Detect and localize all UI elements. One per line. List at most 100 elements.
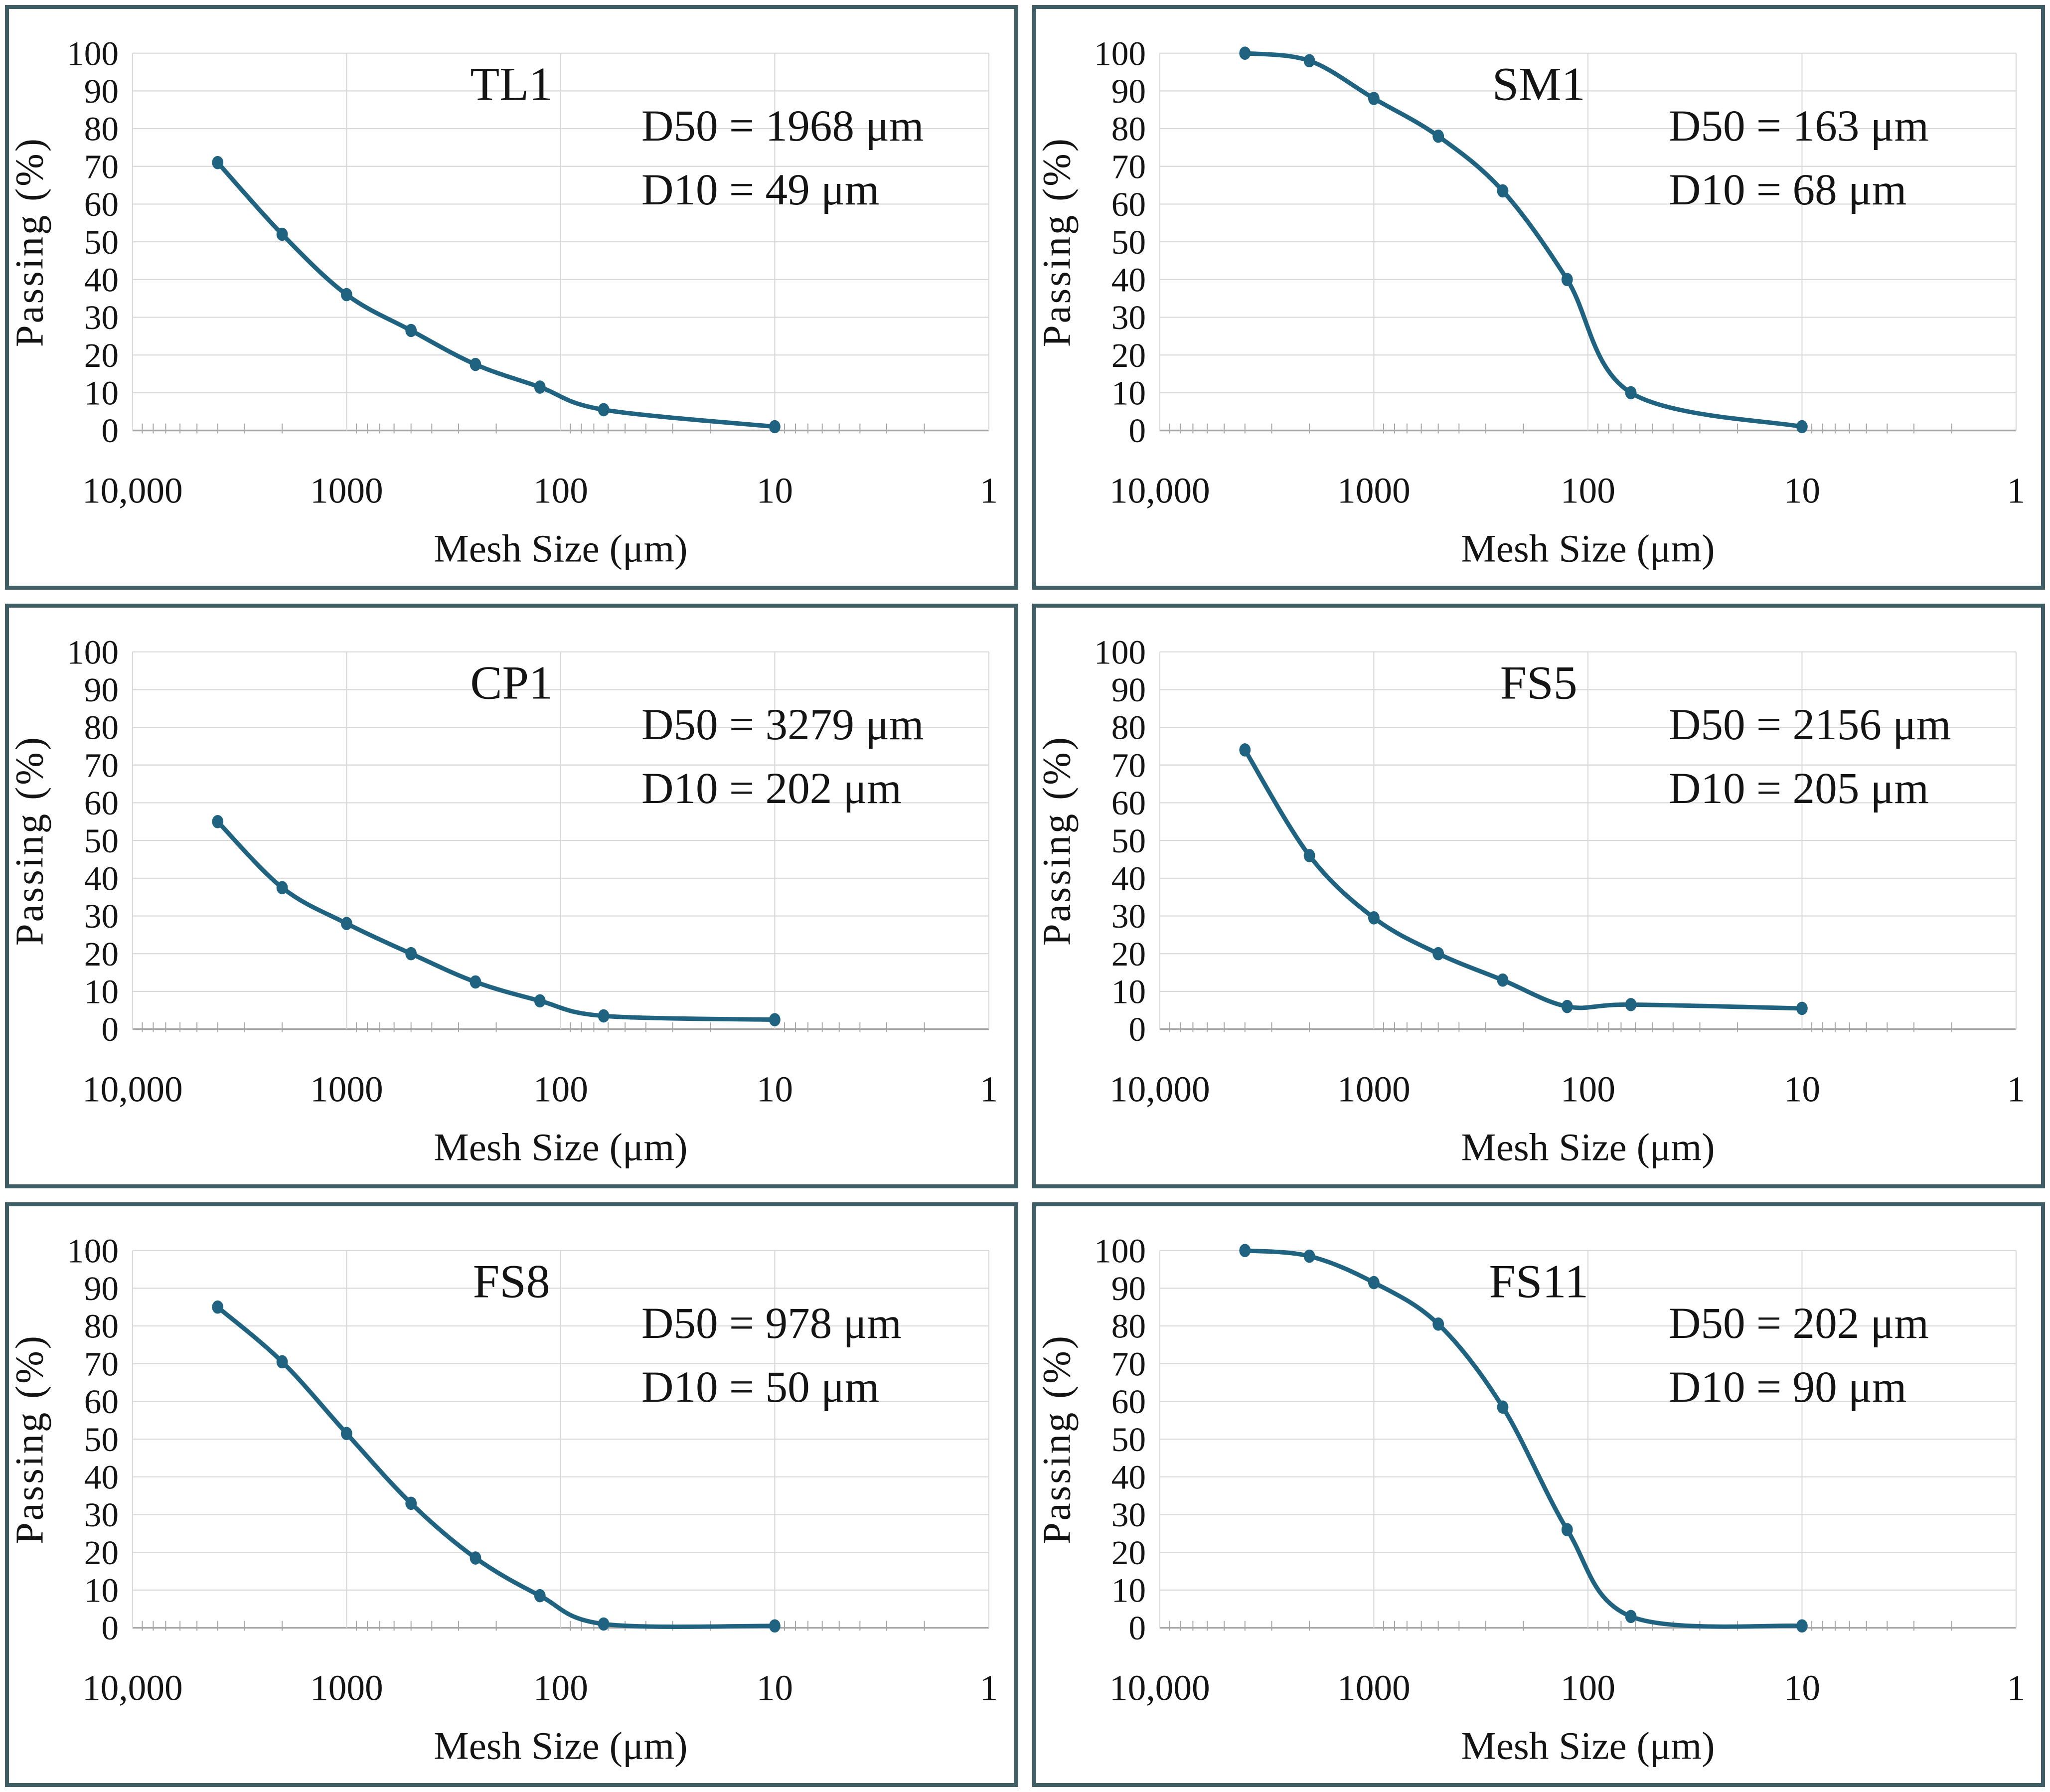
x-tick-label: 1 xyxy=(2007,471,2025,511)
y-tick-label: 90 xyxy=(84,72,119,110)
d50-annotation: D50 = 202 μm xyxy=(1668,1299,1928,1348)
y-tick-label: 100 xyxy=(67,1232,119,1270)
y-tick-label: 80 xyxy=(1111,1307,1145,1345)
y-tick-label: 10 xyxy=(1111,973,1145,1011)
data-point xyxy=(276,1355,288,1369)
y-axis-title: Passing (%) xyxy=(1036,137,1079,347)
y-tick-label: 80 xyxy=(84,1307,119,1345)
y-tick-label: 20 xyxy=(1111,336,1145,374)
data-point xyxy=(534,380,546,394)
data-point xyxy=(1561,1523,1573,1537)
data-point xyxy=(340,1427,352,1441)
y-tick-label: 20 xyxy=(84,1533,119,1572)
data-point xyxy=(1303,849,1315,862)
chart-title: SM1 xyxy=(1492,58,1585,111)
x-tick-label: 1000 xyxy=(310,1069,383,1110)
data-point xyxy=(1239,46,1251,60)
y-tick-label: 50 xyxy=(1111,223,1145,261)
y-axis-title: Passing (%) xyxy=(1036,1334,1079,1544)
data-point xyxy=(1432,1317,1444,1331)
y-tick-label: 80 xyxy=(84,110,119,148)
data-point xyxy=(340,288,352,302)
y-tick-label: 80 xyxy=(84,708,119,747)
x-tick-label: 1 xyxy=(980,1668,998,1708)
series-line xyxy=(215,160,777,429)
data-point xyxy=(405,1496,417,1510)
d50-annotation: D50 = 163 μm xyxy=(1668,102,1928,151)
data-point xyxy=(534,994,546,1008)
y-tick-label: 70 xyxy=(1111,148,1145,186)
y-tick-label: 40 xyxy=(1111,261,1145,299)
x-tick-label: 1 xyxy=(2007,1668,2025,1708)
y-tick-label: 30 xyxy=(1111,897,1145,935)
data-point xyxy=(1368,1276,1380,1290)
x-axis-title: Mesh Size (μm) xyxy=(1461,1725,1715,1768)
x-tick-label: 10 xyxy=(757,1668,793,1708)
data-point xyxy=(212,156,224,169)
y-tick-label: 20 xyxy=(1111,1533,1145,1572)
x-tick-label: 1000 xyxy=(1337,1668,1411,1708)
data-point xyxy=(470,1551,481,1565)
chart-panel: 0 10 20 30 40 50 60 70 80 90 100 10,000 1000 100 10 1 Me… xyxy=(1032,604,2045,1188)
data-point xyxy=(405,324,417,337)
chart-panel: 0 10 20 30 40 50 60 70 80 90 100 10,000 1000 100 10 1 Me… xyxy=(5,1202,1018,1787)
x-tick-label: 100 xyxy=(533,1668,588,1708)
chart-title: CP1 xyxy=(470,656,553,709)
x-tick-label: 10 xyxy=(757,471,793,511)
x-tick-label: 1 xyxy=(980,471,998,511)
data-point xyxy=(1796,420,1808,434)
x-tick-label: 10 xyxy=(1783,1069,1820,1110)
data-point xyxy=(405,947,417,961)
data-point xyxy=(470,357,481,371)
y-tick-label: 50 xyxy=(84,1420,119,1459)
y-tick-label: 70 xyxy=(84,1345,119,1383)
y-tick-label: 60 xyxy=(1111,1382,1145,1421)
y-tick-label: 10 xyxy=(1111,374,1145,412)
y-tick-label: 90 xyxy=(84,1269,119,1307)
y-tick-label: 70 xyxy=(84,148,119,186)
y-tick-label: 30 xyxy=(1111,298,1145,336)
y-tick-label: 0 xyxy=(1128,411,1146,450)
data-point xyxy=(534,1589,546,1603)
x-tick-label: 10,000 xyxy=(82,1069,183,1110)
d10-annotation: D10 = 202 μm xyxy=(641,764,902,813)
d50-annotation: D50 = 3279 μm xyxy=(641,700,924,749)
d50-annotation: D50 = 978 μm xyxy=(641,1299,902,1348)
x-tick-label: 1000 xyxy=(310,471,383,511)
y-tick-label: 50 xyxy=(1111,821,1145,860)
x-tick-label: 1000 xyxy=(310,1668,383,1708)
chart-title: FS11 xyxy=(1489,1255,1588,1308)
y-tick-label: 40 xyxy=(1111,859,1145,898)
data-point xyxy=(1432,129,1444,143)
data-point xyxy=(1303,1249,1315,1263)
data-point xyxy=(1368,92,1380,105)
d10-annotation: D10 = 68 μm xyxy=(1668,165,1906,214)
y-tick-label: 10 xyxy=(84,374,119,412)
data-point xyxy=(212,815,224,828)
x-axis-title: Mesh Size (μm) xyxy=(1461,1126,1715,1169)
x-axis-title: Mesh Size (μm) xyxy=(1461,527,1715,571)
y-tick-label: 80 xyxy=(1111,110,1145,148)
data-point xyxy=(1239,1244,1251,1258)
y-tick-label: 100 xyxy=(67,34,119,73)
data-point xyxy=(1625,386,1636,400)
data-point xyxy=(1625,1610,1636,1624)
y-tick-label: 0 xyxy=(101,411,119,450)
y-tick-label: 30 xyxy=(84,897,119,935)
x-tick-label: 1000 xyxy=(1337,471,1411,511)
d10-annotation: D10 = 50 μm xyxy=(641,1363,879,1412)
data-point xyxy=(1368,911,1380,925)
d10-annotation: D10 = 90 μm xyxy=(1668,1363,1906,1412)
x-tick-label: 10,000 xyxy=(82,1668,183,1708)
x-tick-label: 10,000 xyxy=(1109,1069,1210,1110)
d50-annotation: D50 = 2156 μm xyxy=(1668,700,1951,749)
data-point xyxy=(598,403,610,417)
y-tick-label: 40 xyxy=(84,1458,119,1496)
data-point xyxy=(1497,184,1508,198)
y-tick-label: 30 xyxy=(1111,1495,1145,1534)
y-tick-label: 50 xyxy=(84,223,119,261)
y-tick-label: 70 xyxy=(1111,746,1145,785)
